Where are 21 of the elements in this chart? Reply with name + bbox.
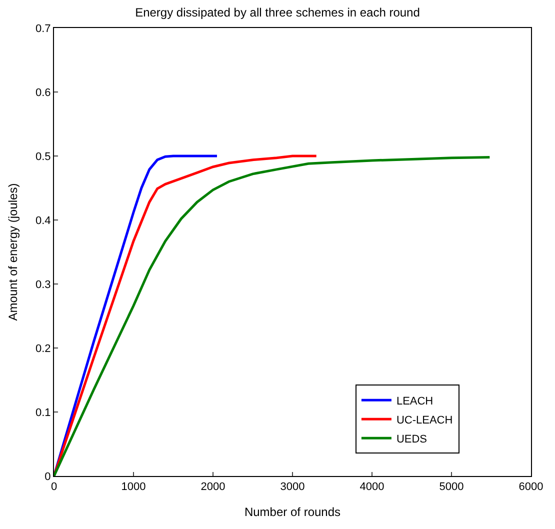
x-tick-label: 4000	[360, 481, 384, 494]
x-tick-label: 1000	[121, 481, 146, 494]
legend-label: LEACH	[396, 395, 434, 408]
legend-label: UEDS	[396, 433, 428, 446]
x-axis-title: Number of rounds	[244, 505, 341, 520]
y-tick-label: 0.7	[36, 22, 51, 35]
chart-title: Energy dissipated by all three schemes in each round	[135, 5, 420, 20]
y-tick-label: 0.4	[36, 214, 51, 227]
y-tick-label: 0.5	[36, 150, 51, 163]
y-tick-label: 0.6	[36, 86, 51, 99]
x-tick-label: 5000	[439, 481, 464, 494]
y-tick-label: 0.3	[36, 278, 51, 291]
y-tick-label: 0.1	[36, 406, 51, 419]
y-tick-label: 0.2	[36, 342, 51, 355]
x-tick-label: 3000	[280, 481, 305, 494]
x-tick-label: 2000	[200, 481, 226, 494]
legend-label: UC-LEACH	[396, 414, 453, 426]
x-tick-label: 6000	[518, 481, 544, 494]
y-tick-label: 0	[44, 470, 51, 483]
y-axis-title: Amount of energy (joules)	[6, 183, 20, 321]
line-series	[54, 156, 491, 476]
